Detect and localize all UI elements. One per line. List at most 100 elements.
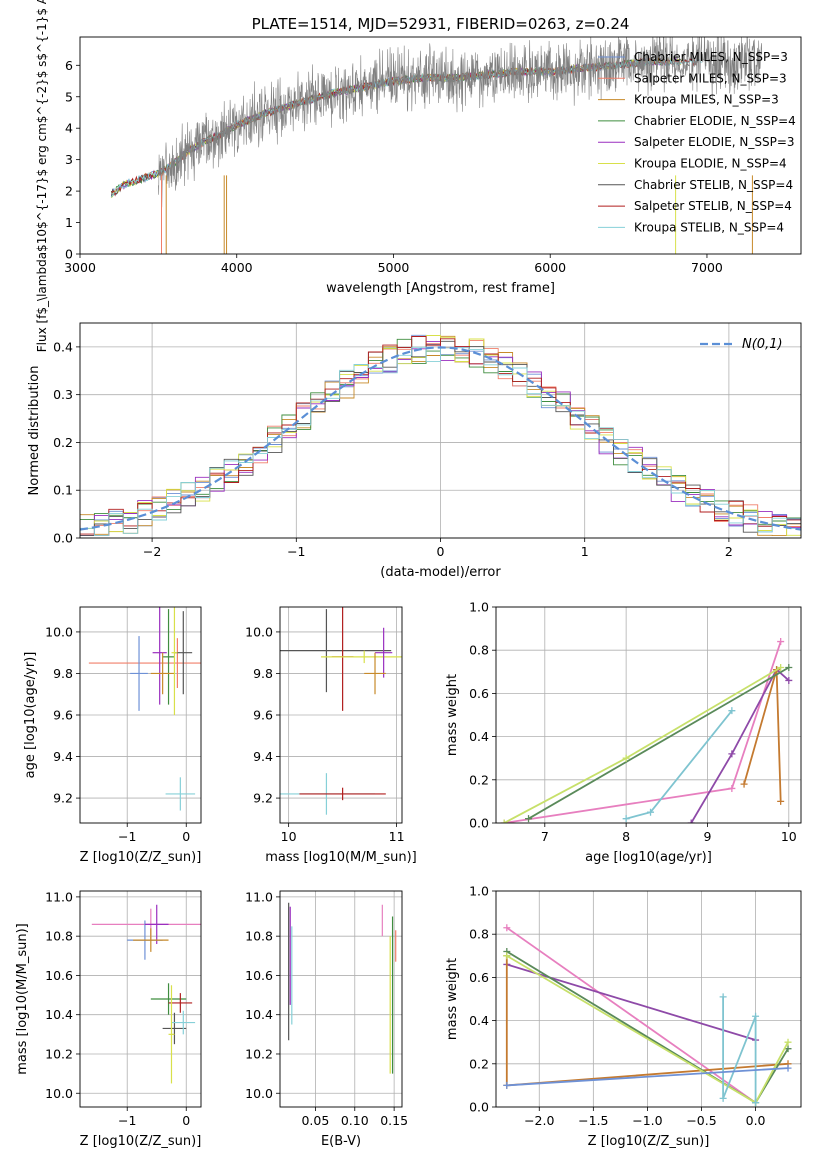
y-tick-label: 0.0 xyxy=(469,816,489,831)
y-tick-label: 10.0 xyxy=(45,624,73,639)
errorbar-point xyxy=(133,928,169,952)
errorbar-point xyxy=(171,607,178,715)
x-tick-label: 0 xyxy=(437,544,445,559)
y-axis-label: Flux [f$_\lambda$10$^{-17}$ erg cm$^{-2}… xyxy=(35,0,49,352)
x-axis-label: wavelength [Angstrom, rest frame] xyxy=(326,281,555,296)
errorbar-point xyxy=(364,652,386,695)
axes-frame xyxy=(79,36,802,255)
errorbar-point xyxy=(162,609,175,705)
weight-marker xyxy=(503,1081,511,1089)
x-tick-label: 0 xyxy=(182,1113,190,1128)
weight-marker xyxy=(503,924,511,932)
weight-vs-Z-y-ticks: 0.0 0.2 0.4 0.6 0.8 1.0 xyxy=(469,884,496,1115)
legend-label: Salpeter ELODIE, N_SSP=3 xyxy=(634,135,795,149)
residuals-x-ticks: −2 −1 0 1 2 xyxy=(143,538,733,559)
y-tick-label: 0.8 xyxy=(469,643,489,658)
errorbar-point xyxy=(375,627,393,678)
y-tick-label: 5 xyxy=(65,89,73,104)
spectrum-panel: PLATE=1514, MJD=52931, FIBERID=0263, z=0… xyxy=(35,0,802,352)
errorbar-point xyxy=(171,1010,196,1035)
weight-series xyxy=(503,1064,792,1089)
errorbar-point xyxy=(168,985,175,1084)
y-tick-label: 0.8 xyxy=(469,927,489,942)
y-tick-label: 9.6 xyxy=(53,708,73,723)
x-tick-label: −1.0 xyxy=(632,1113,662,1128)
y-tick-label: 0.1 xyxy=(53,483,73,498)
weight-vs-Z-lines xyxy=(503,924,792,1107)
y-tick-label: 1.0 xyxy=(469,884,489,899)
weight-series xyxy=(500,638,785,823)
weight-vs-metallicity-panel: −2.0 −1.5 −1.0 −0.5 0.0 0.0 0.2 0.4 0.6 0.8 1.0 Z [… xyxy=(445,884,802,1149)
weight-marker xyxy=(777,638,785,646)
weight-vs-Z-x-ticks: −2.0 −1.5 −1.0 −0.5 0.0 xyxy=(524,1107,766,1128)
mass-vs-EBV-errorbars xyxy=(288,902,397,1074)
y-tick-label: 11.0 xyxy=(245,889,273,904)
y-tick-label: 9.8 xyxy=(253,666,273,681)
weight-marker xyxy=(784,1045,792,1053)
weight-marker xyxy=(687,819,695,823)
x-tick-label: −0.5 xyxy=(686,1113,716,1128)
errorbar-point xyxy=(321,650,402,664)
y-tick-label: 10.2 xyxy=(45,1046,73,1061)
y-tick-label: 10.8 xyxy=(245,929,273,944)
x-tick-label: 9 xyxy=(703,829,711,844)
legend-label: Salpeter MILES, N_SSP=3 xyxy=(634,71,787,85)
weight-marker xyxy=(728,707,736,715)
weight-marker xyxy=(503,952,511,960)
axes-frame xyxy=(79,890,202,1108)
weight-series xyxy=(503,924,760,1107)
legend-label: Kroupa STELIB, N_SSP=4 xyxy=(634,220,784,234)
x-tick-label: 1 xyxy=(581,544,589,559)
x-tick-label: 0.0 xyxy=(746,1113,766,1128)
legend-label: Chabrier ELODIE, N_SSP=4 xyxy=(634,114,796,128)
x-tick-label: 0 xyxy=(182,829,190,844)
x-axis-label: mass [log10(M/M_sun)] xyxy=(265,850,417,865)
x-tick-label: 10 xyxy=(281,829,297,844)
axes-frame xyxy=(495,890,802,1108)
weight-marker xyxy=(719,1094,727,1102)
mass-vs-Z-errorbars xyxy=(91,904,201,1084)
errorbar-point xyxy=(280,609,392,693)
x-tick-label: 7 xyxy=(541,829,549,844)
weight-series xyxy=(719,993,760,1107)
weight-marker xyxy=(740,780,748,788)
y-tick-label: 10.0 xyxy=(45,1086,73,1101)
weight-marker xyxy=(728,750,736,758)
y-tick-label: 10.0 xyxy=(245,624,273,639)
y-tick-label: 1.0 xyxy=(469,600,489,615)
x-tick-label: −1 xyxy=(118,829,136,844)
y-tick-label: 0 xyxy=(65,247,73,262)
errorbar-point xyxy=(165,777,196,811)
y-axis-label: mass weight xyxy=(445,958,460,1040)
y-axis-label: mass [log10(M/M_sun)] xyxy=(15,923,30,1075)
residuals-y-ticks: 0.0 0.1 0.2 0.3 0.4 xyxy=(53,339,80,546)
errorbar-point xyxy=(144,904,169,945)
histograms xyxy=(80,334,801,537)
y-tick-label: 10.6 xyxy=(245,968,273,983)
legend-label: Kroupa ELODIE, N_SSP=4 xyxy=(634,157,787,171)
weight-marker xyxy=(784,1038,792,1046)
y-tick-label: 0.4 xyxy=(53,339,73,354)
y-tick-label: 0.0 xyxy=(469,1100,489,1115)
errorbar-point xyxy=(152,607,167,705)
weight-marker xyxy=(525,815,533,823)
y-axis-label: age [log10(age/yr)] xyxy=(23,652,38,779)
mass-vs-Z-grid xyxy=(80,891,201,1107)
y-tick-label: 6 xyxy=(65,58,73,73)
mass-vs-Z-y-ticks: 10.0 10.2 10.4 10.6 10.8 11.0 xyxy=(45,889,80,1101)
axes-frame xyxy=(79,606,202,824)
mass-vs-EBV-x-ticks: 0.05 0.10 0.15 xyxy=(301,1107,408,1128)
y-tick-label: 0.6 xyxy=(469,970,489,985)
weight-line xyxy=(722,996,757,1103)
y-tick-label: 0.3 xyxy=(53,387,73,402)
spectrum-legend: Chabrier MILES, N_SSP=3 Salpeter MILES, N… xyxy=(598,50,796,234)
y-tick-label: 9.2 xyxy=(253,791,273,806)
residuals-panel: −2 −1 0 1 2 0.0 0.1 0.2 0.3 0.4 (data-model)/error… xyxy=(27,322,802,580)
y-tick-label: 0.2 xyxy=(469,1056,489,1071)
weight-line xyxy=(690,668,790,823)
age-vs-metallicity-panel: −1 0 9.2 9.4 9.6 9.8 10.0 Z [log10(Z/Z_sun)] age… xyxy=(23,606,202,865)
weight-marker xyxy=(784,1064,792,1072)
y-tick-label: 10.4 xyxy=(45,1007,73,1022)
y-tick-label: 0.0 xyxy=(53,531,73,546)
x-tick-label: 0.15 xyxy=(380,1113,408,1128)
